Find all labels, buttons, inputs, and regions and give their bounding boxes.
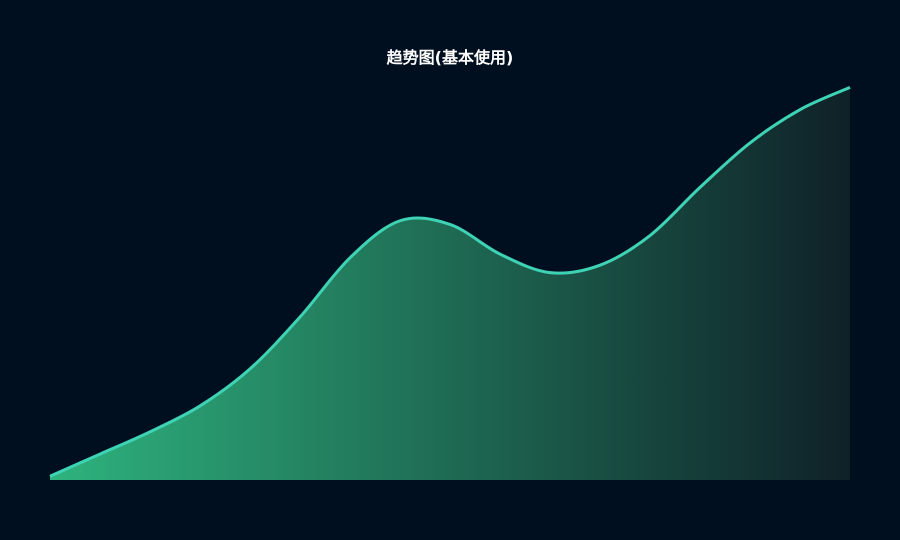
area-fill — [50, 87, 850, 480]
series-line — [49, 86, 851, 478]
chart-title: 趋势图(基本使用) — [386, 48, 514, 67]
